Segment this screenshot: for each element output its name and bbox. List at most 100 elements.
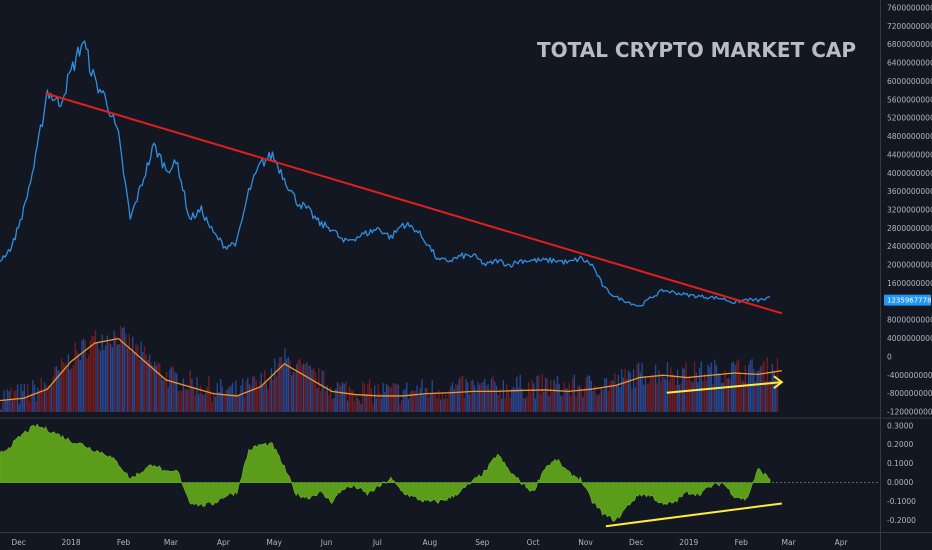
volume-bar [644,376,647,412]
volume-bar [414,391,416,412]
volume-bar [565,388,567,412]
volume-bar [82,338,85,412]
volume-bar [374,385,376,412]
volume-bar [379,393,381,412]
volume-bar [111,347,114,412]
volume-bar [240,385,242,412]
volume-bar [93,335,95,412]
price-axis[interactable]: 760000000000 720000000000 680000000000 6400… [887,4,932,417]
volume-bar [660,381,662,412]
volume-bar [570,395,572,412]
x-tick-label: Jul [372,538,382,547]
volume-bar [548,396,550,412]
volume-bar [74,342,76,412]
volume-bar [594,385,596,412]
volume-bar [472,379,474,412]
volume-bar [687,380,689,412]
volume-bar [269,377,271,412]
volume-bar [294,372,296,412]
volume-bar [463,398,466,412]
volume-bar [656,383,658,412]
volume-bar [561,395,564,412]
volume-bar [50,385,53,412]
volume-bar [40,377,42,412]
volume-bar [382,382,384,412]
volume-bar [367,383,369,412]
volume-bar [599,393,601,412]
volume-bar [143,346,146,412]
volume-bar [610,380,613,412]
volume-bar [214,396,217,412]
volume-bar [514,388,516,412]
oscillator-area [0,423,771,522]
volume-bar [108,342,110,412]
volume-bar [539,394,542,412]
volume-bar [705,380,708,412]
volume-bar [32,380,34,412]
volume-bar [309,365,312,412]
volume-bar [181,390,183,412]
osc-tick-label: 0.2000 [887,440,913,449]
volume-bar [177,391,180,412]
volume-bar [627,370,630,412]
volume-bar [132,336,134,412]
volume-bar [419,387,422,412]
volume-bar [209,391,212,412]
volume-bar [489,389,491,412]
volume-bar [458,378,460,412]
volume-bar [370,388,372,412]
current-price-badge: 123596777801 [884,294,932,306]
y-tick-label: -80000000000 [887,389,932,398]
volume-bar [399,403,401,412]
volume-bar [397,384,400,412]
volume-bar [666,362,669,412]
volume-bar [495,385,498,412]
volume-bar [299,358,301,412]
volume-bar [297,359,300,412]
oscillator-axis[interactable]: 0.3000 0.2000 0.1000 0.0000 -0.1000 -0.2000 [887,421,916,525]
volume-bar [658,370,660,412]
time-axis[interactable]: Dec 2018 Feb Mar Apr May Jun Jul Aug Sep Oct Nov Dec… [11,538,848,547]
oscillator-pane[interactable] [0,423,880,528]
volume-bar [186,389,188,412]
volume-bar [741,380,743,412]
volume-bar [282,365,284,412]
volume-bar [541,374,543,412]
volume-bar [506,384,508,412]
volume-bar [308,365,310,412]
volume-bar [602,390,604,412]
volume-bar [389,387,391,412]
y-tick-label: 0 [887,352,892,361]
volume-bar [84,340,86,412]
volume-bar [770,380,772,412]
volume-bar [609,381,611,412]
volume-bar [511,388,513,412]
volume-bar [220,378,222,412]
volume-bar [341,382,344,412]
volume-bar [418,395,420,412]
volume-bar [218,391,220,412]
volume-bar [252,376,254,412]
volume-bar [106,335,108,412]
volume-bar [67,354,70,412]
volume-bar [38,390,41,412]
volume-bar [363,384,366,412]
x-tick-label: Feb [117,538,131,547]
volume-bar [211,401,213,412]
volume-bar [534,398,537,412]
volume-bar [250,385,252,412]
volume-bar [428,397,430,412]
volume-bar [749,360,752,412]
volume-bar [473,385,476,412]
volume-bar [350,388,352,412]
volume-bar [519,374,521,412]
x-tick-label: Dec [11,538,26,547]
volume-bar [213,392,215,412]
x-tick-label: Dec [629,538,644,547]
volume-bar [467,382,469,412]
volume-bar [57,370,59,412]
x-tick-label: 2019 [679,538,698,547]
